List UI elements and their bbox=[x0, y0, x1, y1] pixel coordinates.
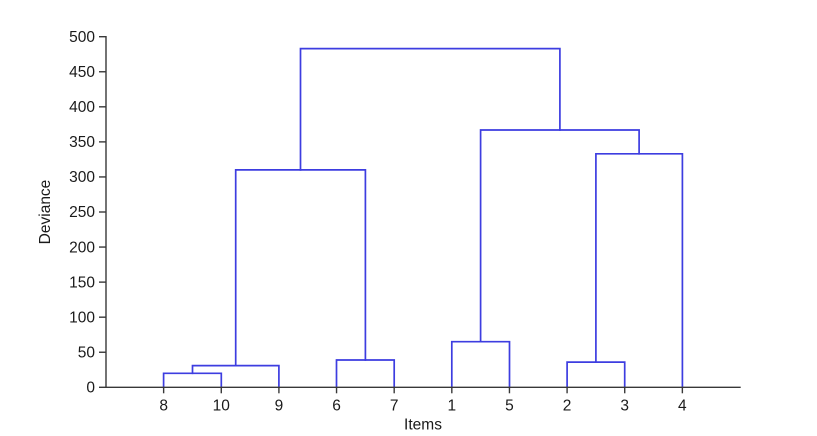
merge-link-m3 bbox=[335, 359, 396, 389]
y-tick-label-100: 100 bbox=[69, 309, 95, 326]
merge-link-m8 bbox=[479, 129, 640, 343]
x-tick-label-item-4: 4 bbox=[678, 397, 687, 414]
y-tick-label-500: 500 bbox=[69, 29, 95, 46]
merge-link-m2 bbox=[191, 364, 280, 389]
merge-link-m5 bbox=[450, 340, 511, 389]
y-tick-label-350: 350 bbox=[69, 134, 95, 151]
x-tick-label-item-1: 1 bbox=[448, 397, 457, 414]
merge-link-m9 bbox=[299, 47, 561, 171]
y-tick-label-200: 200 bbox=[69, 239, 95, 256]
y-tick-label-150: 150 bbox=[69, 274, 95, 291]
merge-link-m1 bbox=[162, 372, 223, 389]
x-tick-label-item-7: 7 bbox=[390, 397, 399, 414]
merge-link-m4 bbox=[234, 169, 367, 367]
x-tick-label-item-9: 9 bbox=[275, 397, 284, 414]
x-tick-label-item-6: 6 bbox=[332, 397, 341, 414]
y-tick-label-450: 450 bbox=[69, 64, 95, 81]
tick-labels-layer: 0 50 100 150 200 250 300 350 400 450 500 8 10 9 6 7 1 5 2 3… bbox=[69, 29, 687, 414]
y-tick-label-250: 250 bbox=[69, 204, 95, 221]
merge-link-m6 bbox=[566, 361, 626, 389]
x-tick-label-item-5: 5 bbox=[505, 397, 514, 414]
x-tick-label-item-8: 8 bbox=[159, 397, 168, 414]
merge-link-m7 bbox=[595, 152, 684, 389]
y-axis-title: Deviance bbox=[37, 180, 54, 245]
x-tick-label-item-3: 3 bbox=[620, 397, 629, 414]
y-tick-label-400: 400 bbox=[69, 99, 95, 116]
x-tick-label-item-10: 10 bbox=[213, 397, 231, 414]
x-tick-label-item-2: 2 bbox=[563, 397, 572, 414]
cluster-links-layer bbox=[162, 47, 684, 389]
y-tick-label-50: 50 bbox=[78, 344, 96, 361]
axes-layer bbox=[99, 36, 741, 394]
y-tick-label-0: 0 bbox=[86, 380, 95, 397]
y-tick-label-300: 300 bbox=[69, 169, 95, 186]
x-axis-title: Items bbox=[404, 417, 442, 434]
